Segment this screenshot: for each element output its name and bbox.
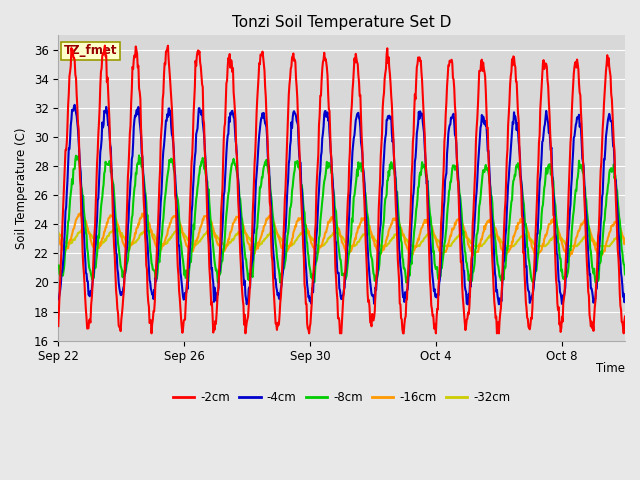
Text: Time: Time [596,362,625,375]
Title: Tonzi Soil Temperature Set D: Tonzi Soil Temperature Set D [232,15,451,30]
Text: TZ_fmet: TZ_fmet [64,45,118,58]
Y-axis label: Soil Temperature (C): Soil Temperature (C) [15,127,28,249]
Legend: -2cm, -4cm, -8cm, -16cm, -32cm: -2cm, -4cm, -8cm, -16cm, -32cm [168,386,515,408]
